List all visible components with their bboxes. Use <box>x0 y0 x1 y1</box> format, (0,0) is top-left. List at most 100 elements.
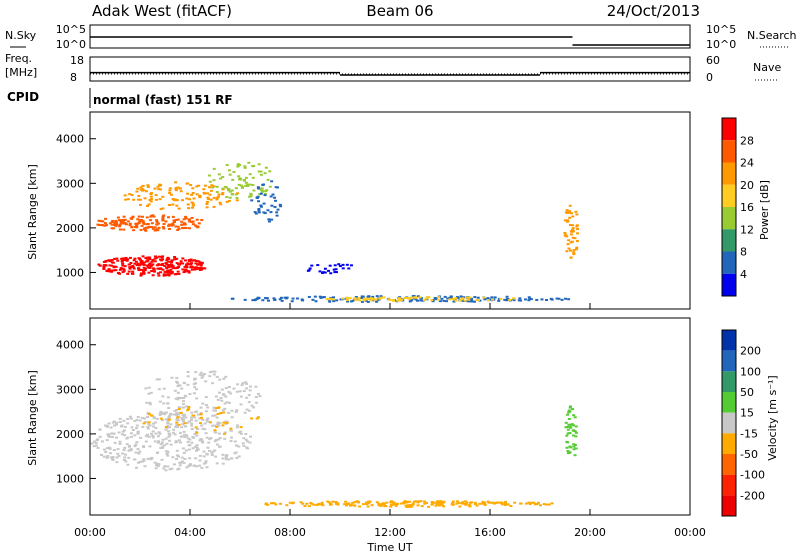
vel-grey-upper-6 <box>211 382 215 385</box>
vel-grey-main-339 <box>192 436 196 439</box>
vel-grey-main-225 <box>103 448 107 451</box>
power-yellow-ground-67 <box>458 299 462 302</box>
power-cbar-band-6 <box>722 251 736 274</box>
power-green-edge-22 <box>228 190 232 193</box>
vel-grey-main-351 <box>195 434 199 437</box>
vel-orange-ground-175 <box>345 504 349 507</box>
power-yellow-ground-43 <box>358 299 362 302</box>
power-orange-high-74 <box>138 203 142 206</box>
vel-green-19h-43 <box>564 426 568 429</box>
power-blue-ground-147 <box>476 296 480 299</box>
power-red-mid-127 <box>110 227 114 230</box>
power-red-mid-63 <box>153 226 157 229</box>
power-red-low-152 <box>165 263 169 266</box>
vel-orange-scatter-10 <box>214 407 218 410</box>
vel-orange-ground-64 <box>264 502 268 505</box>
vel-grey-upper-64 <box>219 397 223 400</box>
power-red-low-181 <box>169 268 173 271</box>
vel-grey-main-259 <box>202 450 206 453</box>
power-blue-ground-25 <box>371 295 375 298</box>
vel-orange-ground-104 <box>440 503 444 506</box>
vel-grey-upper-32 <box>204 396 208 399</box>
power-orange-high-24 <box>153 187 157 190</box>
vel-orange-ground-157 <box>396 502 400 505</box>
power-yellow-ground-78 <box>373 298 377 301</box>
freq-traces <box>90 71 690 76</box>
power-orange-high-67 <box>136 187 140 190</box>
power-orange-high-106 <box>205 200 209 203</box>
power-orange-high-28 <box>123 194 127 197</box>
power-orange-high-31 <box>190 193 194 196</box>
power-red-low-109 <box>167 266 171 269</box>
date-title: 24/Oct/2013 <box>607 2 700 20</box>
power-red-low-184 <box>127 270 131 273</box>
power-orange-high-109 <box>146 185 150 188</box>
vel-grey-main-374 <box>188 457 192 460</box>
vel-grey-upper-86 <box>220 399 224 402</box>
power-red-low-238 <box>147 256 151 259</box>
vel-grey-main-383 <box>128 448 132 451</box>
vel-cbar-tick-2: 50 <box>740 386 754 399</box>
power-red-low-165 <box>141 269 145 272</box>
vel-grey-main-399 <box>98 428 102 431</box>
power-green-edge-30 <box>207 174 211 177</box>
vel-grey-main-266 <box>205 436 209 439</box>
vel-orange-ground-76 <box>381 503 385 506</box>
power-yellow-ground-18 <box>345 298 349 301</box>
vel-grey-main-354 <box>127 445 131 448</box>
vel-grey-main-392 <box>133 434 137 437</box>
vel-green-19h-17 <box>565 425 569 428</box>
power-green-edge-7 <box>237 175 241 178</box>
vel-grey-upper-132 <box>147 392 151 395</box>
power-red-low-110 <box>137 268 141 271</box>
velocity-data <box>90 370 578 508</box>
vel-orange-ground-176 <box>545 503 549 506</box>
vel-orange-ground-103 <box>468 505 472 508</box>
vel-grey-main-167 <box>177 439 181 442</box>
vel-grey-main-261 <box>198 417 202 420</box>
power-echo-19h-41 <box>570 212 574 215</box>
vel-orange-scatter-12 <box>186 409 190 412</box>
vel-grey-main-308 <box>143 465 147 468</box>
power-red-mid-148 <box>101 224 105 227</box>
vel-grey-main-198 <box>180 426 184 429</box>
vel-grey-main-353 <box>245 440 249 443</box>
vel-orange-ground-109 <box>307 505 311 508</box>
vel-orange-ground-83 <box>503 503 507 506</box>
vel-green-19h-37 <box>574 425 578 428</box>
vel-orange-ground-36 <box>370 504 374 507</box>
power-green-edge-1 <box>259 170 263 173</box>
vel-orange-ground-129 <box>380 503 384 506</box>
power-orange-high-41 <box>144 190 148 193</box>
power-green-edge-43 <box>211 186 215 189</box>
power-red-mid-97 <box>96 223 100 226</box>
power-red-low-25 <box>151 263 155 266</box>
vel-grey-main-307 <box>229 429 233 432</box>
vel-grey-upper-44 <box>158 400 162 403</box>
power-red-low-240 <box>194 266 198 269</box>
vel-grey-main-199 <box>166 465 170 468</box>
power-yellow-ground-65 <box>476 299 480 302</box>
power-red-mid-146 <box>112 227 116 230</box>
vel-cbar-tick-0: 200 <box>740 345 761 358</box>
power-blue-patches-15 <box>316 264 320 267</box>
power-orange-high-71 <box>159 188 163 191</box>
power-red-low-72 <box>147 271 151 274</box>
vel-grey-main-318 <box>203 422 207 425</box>
power-green-edge-77 <box>228 196 232 199</box>
vel-grey-main-76 <box>194 430 198 433</box>
power-red-low-64 <box>143 269 147 272</box>
power-red-low-145 <box>151 259 155 262</box>
vel-grey-upper-125 <box>222 377 226 380</box>
vel-orange-ground-167 <box>550 502 554 505</box>
vel-grey-upper-129 <box>162 387 166 390</box>
power-orange-high-11 <box>212 196 216 199</box>
power-green-edge-23 <box>263 172 267 175</box>
power-blue-arc-28 <box>261 184 265 187</box>
power-red-low-183 <box>192 259 196 262</box>
vel-orange-ground-114 <box>527 501 531 504</box>
power-orange-high-21 <box>140 188 144 191</box>
power-yellow-ground-62 <box>406 296 410 299</box>
power-orange-high-103 <box>205 192 209 195</box>
power-orange-high-3 <box>191 202 195 205</box>
